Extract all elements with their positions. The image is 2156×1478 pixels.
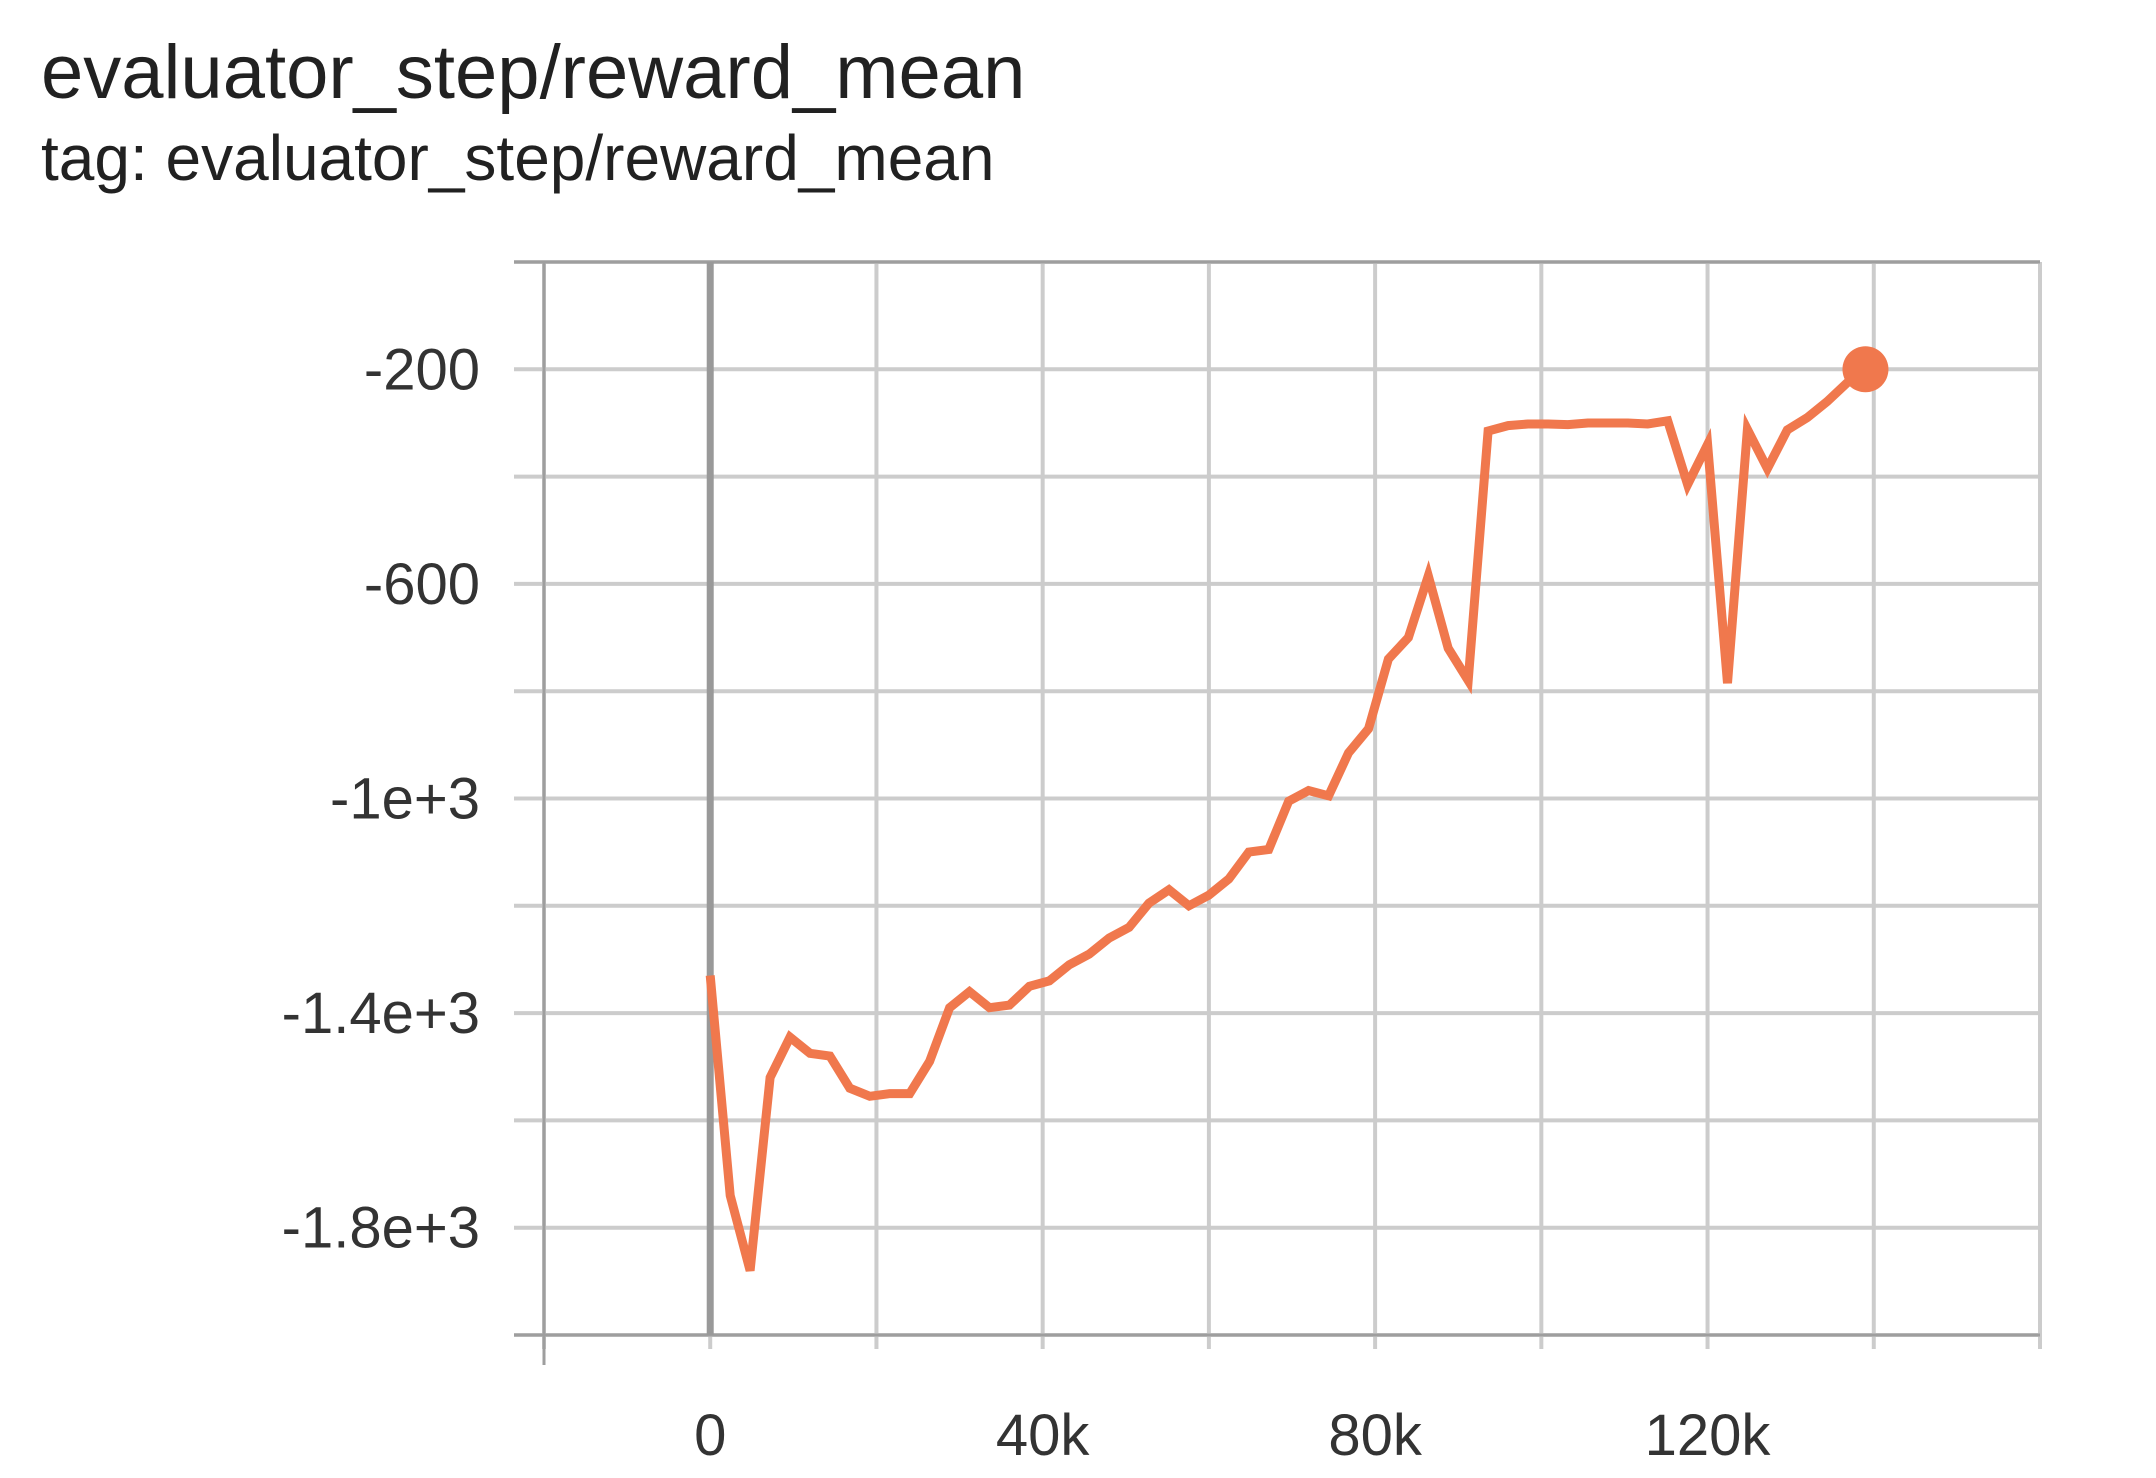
series-layer (705, 346, 1889, 1272)
y-tick-label: -200 (364, 337, 480, 402)
grid-layer (514, 260, 2042, 1349)
axis-layer (514, 260, 2040, 1365)
y-tick-label: -1.4e+3 (282, 981, 480, 1046)
x-tick-label: 0 (694, 1403, 726, 1468)
y-tick-label: -1e+3 (330, 767, 480, 832)
x-tick-label: 80k (1328, 1403, 1423, 1468)
chart-subtitle: tag: evaluator_step/reward_mean (41, 122, 995, 194)
y-tick-label: -1.8e+3 (282, 1196, 480, 1261)
y-tick-label: -600 (364, 552, 480, 617)
tick-label-layer: -200 -600 -1e+3 -1.4e+3 -1.8e+3 0 40k 80k 120k (282, 337, 1772, 1468)
last-point-marker (1842, 346, 1889, 393)
x-tick-label: 120k (1645, 1403, 1772, 1468)
chart-title: evaluator_step/reward_mean (41, 30, 1026, 115)
series-line (705, 365, 1869, 1272)
x-tick-label: 40k (996, 1403, 1091, 1468)
